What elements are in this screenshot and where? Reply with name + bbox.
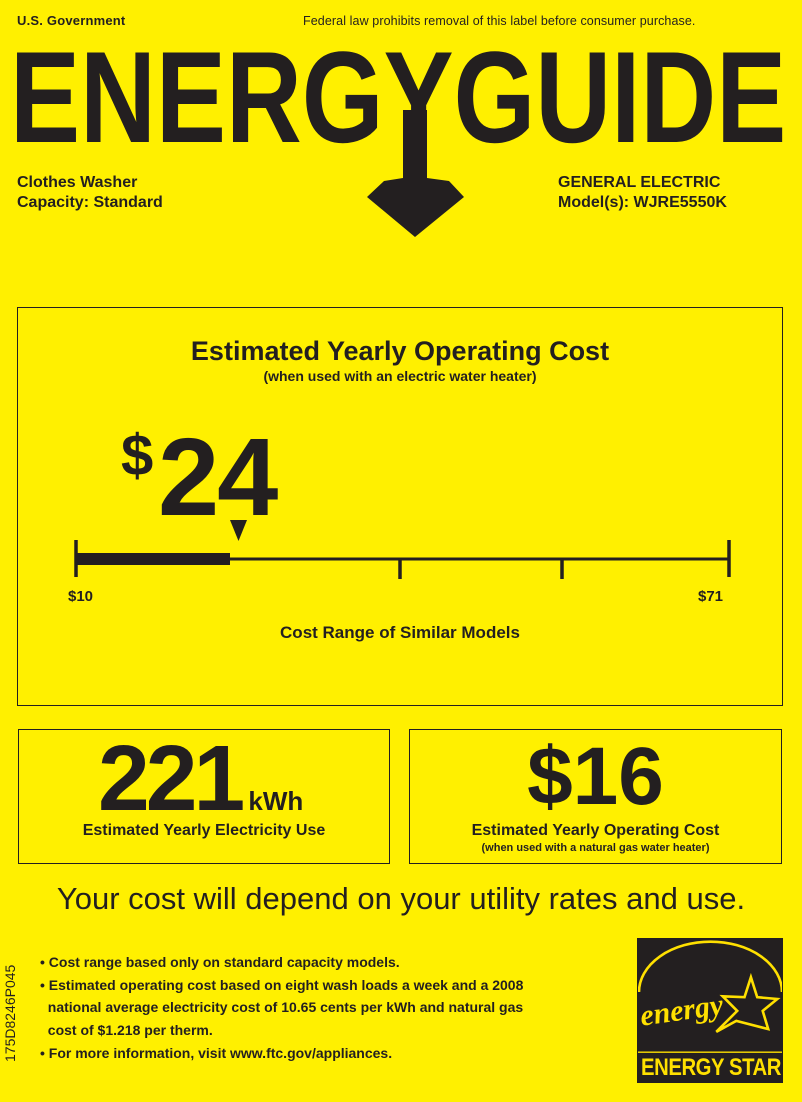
- svg-text:ENERGY STAR: ENERGY STAR: [641, 1054, 781, 1081]
